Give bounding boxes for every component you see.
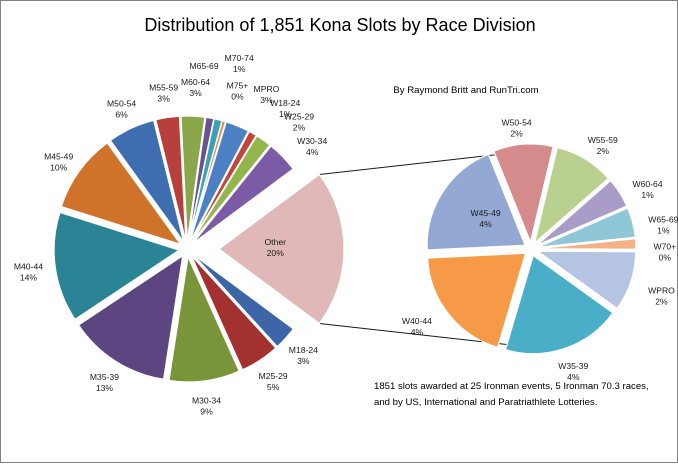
slice-m25-29	[190, 255, 277, 371]
label-m70-74: M70-74	[225, 53, 254, 63]
label-other: Other	[265, 237, 287, 247]
percent-w18-24: 1%	[279, 109, 292, 119]
percent-other: 20%	[267, 248, 285, 258]
slice-w18-24	[190, 130, 258, 243]
label-m30-34: M30-34	[192, 396, 221, 406]
label-m25-29: M25-29	[259, 371, 288, 381]
slice-labels: M18-243%M25-295%M30-349%M35-3913%M40-441…	[14, 53, 678, 417]
other-label-w70-: W70+	[654, 242, 677, 252]
slice-m55-59	[155, 115, 187, 242]
chart-byline: By Raymond Britt and RunTri.com	[393, 85, 538, 96]
label-m65-69: M65-69	[189, 61, 218, 71]
slice-w30-34	[192, 145, 294, 244]
slice-mpro	[189, 121, 250, 242]
slice-m40-44	[53, 211, 181, 321]
percent-m55-59: 3%	[157, 94, 170, 104]
label-w30-34: W30-34	[297, 136, 327, 146]
label-m18-24: M18-24	[289, 345, 318, 355]
slice-m18-24	[192, 253, 295, 348]
label-w18-24: W18-24	[270, 98, 300, 108]
other-label-w50-54: W50-54	[502, 117, 532, 127]
slice-m30-34	[168, 254, 240, 383]
other-label-w35-39: W35-39	[558, 361, 588, 371]
other-label-w60-64: W60-64	[633, 179, 663, 189]
percent-m35-39: 13%	[96, 383, 114, 393]
label-m40-44: M40-44	[14, 261, 43, 271]
label-m75-: M75+	[227, 81, 249, 91]
percent-mpro: 3%	[260, 95, 273, 105]
slice-other	[217, 173, 345, 325]
other-slice-wpro	[535, 250, 637, 310]
other-percent-w50-54: 2%	[510, 128, 523, 138]
other-percent-w65-69: 1%	[657, 226, 670, 236]
connector-line-bottom	[319, 323, 512, 346]
label-m50-54: M50-54	[107, 99, 136, 109]
other-slice-w70-	[537, 238, 637, 250]
percent-m30-34: 9%	[200, 407, 213, 417]
other-pie	[426, 143, 637, 355]
other-label-w40-44: W40-44	[402, 316, 432, 326]
slice-m45-49	[60, 142, 183, 246]
slice-w25-29	[191, 135, 271, 243]
slice-m50-54	[109, 119, 185, 243]
other-percent-w70-: 0%	[659, 253, 672, 263]
other-percent-w45-49: 4%	[479, 219, 492, 229]
percent-m45-49: 10%	[50, 162, 68, 172]
percent-m70-74: 1%	[233, 64, 246, 74]
percent-m50-54: 6%	[115, 110, 128, 120]
other-percent-w35-39: 4%	[567, 372, 580, 382]
connector-lines	[319, 152, 512, 346]
label-m55-59: M55-59	[149, 83, 178, 93]
percent-m75-: 0%	[231, 92, 244, 102]
slice-m75-	[188, 120, 227, 242]
other-label-w65-69: W65-69	[648, 215, 678, 225]
percent-m60-64: 3%	[189, 88, 202, 98]
other-percent-w40-44: 4%	[411, 327, 424, 337]
slice-m60-64	[180, 115, 206, 242]
other-label-w45-49: W45-49	[471, 208, 501, 218]
percent-w25-29: 2%	[293, 123, 306, 133]
percent-m40-44: 14%	[20, 272, 38, 282]
other-slice-w40-44	[426, 252, 527, 349]
slice-m35-39	[77, 254, 184, 380]
chart-footnote-line-2: and by US, International and Paratriathl…	[374, 397, 597, 408]
other-percent-w55-59: 2%	[597, 146, 610, 156]
percent-w30-34: 4%	[306, 147, 319, 157]
percent-m25-29: 5%	[267, 382, 280, 392]
other-label-w55-59: W55-59	[588, 135, 618, 145]
other-percent-wpro: 2%	[655, 297, 668, 307]
label-m60-64: M60-64	[181, 77, 210, 87]
main-pie	[53, 115, 345, 383]
other-slice-w45-49	[426, 153, 526, 251]
other-slice-w60-64	[536, 179, 628, 246]
chart-title: Distribution of 1,851 Kona Slots by Race…	[144, 15, 535, 35]
other-slice-w55-59	[533, 146, 610, 245]
other-slice-w35-39	[504, 254, 614, 355]
label-m45-49: M45-49	[44, 151, 73, 161]
chart-footnote-line-1: 1851 slots awarded at 25 Ironman events,…	[374, 381, 649, 392]
other-label-wpro: WPRO	[648, 286, 675, 296]
percent-m18-24: 3%	[297, 356, 310, 366]
connector-line-top	[319, 152, 512, 175]
label-m35-39: M35-39	[90, 372, 119, 382]
label-mpro: MPRO	[254, 84, 280, 94]
other-slice-w50-54	[492, 143, 554, 244]
other-percent-w60-64: 1%	[641, 190, 654, 200]
label-w25-29: W25-29	[284, 112, 314, 122]
other-slice-w65-69	[537, 207, 636, 248]
